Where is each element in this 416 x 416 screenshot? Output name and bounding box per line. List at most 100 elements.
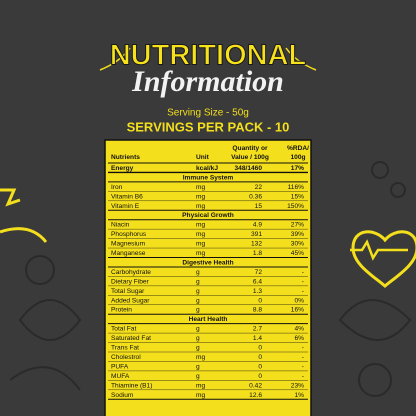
cell: 45% xyxy=(291,250,304,257)
cell: 2.7 xyxy=(253,326,262,333)
cell: mg xyxy=(196,392,205,399)
cell: Trans Fat xyxy=(111,345,139,352)
cell: Dietary Fiber xyxy=(111,278,150,285)
wheat xyxy=(99,47,317,71)
serving-size: Serving Size - 50g xyxy=(167,108,249,119)
cell: Vitamin B6 xyxy=(111,193,143,200)
table-panel xyxy=(104,139,312,416)
cell: 348/1460 xyxy=(234,165,262,172)
cell: Magnesium xyxy=(111,241,146,248)
cell: MUFA xyxy=(111,373,130,380)
pulse-line xyxy=(350,239,408,261)
cell: - xyxy=(302,288,304,295)
cell: 0 xyxy=(258,363,262,370)
cell: mg xyxy=(196,231,205,238)
cell: 391 xyxy=(251,231,262,238)
cell: 72 xyxy=(255,269,263,276)
cell: 39% xyxy=(291,231,304,238)
subtitle: Information xyxy=(131,65,284,98)
cell: mg xyxy=(196,250,205,257)
cell: 150% xyxy=(287,203,304,210)
cell: - xyxy=(302,363,304,370)
cell: 16% xyxy=(291,307,304,314)
cell: PUFA xyxy=(111,363,129,370)
cell: g xyxy=(196,335,200,342)
cell: g xyxy=(196,278,200,285)
cell: 116% xyxy=(288,184,305,191)
cell: 0 xyxy=(258,345,262,352)
decor-right xyxy=(338,161,412,397)
cell: 15 xyxy=(255,203,263,210)
cell: 4.9 xyxy=(253,222,262,229)
cell: mg xyxy=(196,203,205,210)
cell: 0 xyxy=(258,354,262,361)
cell: - xyxy=(302,373,304,380)
cell: 1% xyxy=(294,392,304,399)
title: NUTRITIONAL xyxy=(110,40,307,72)
icon-left-arc xyxy=(0,227,48,243)
cell: mg xyxy=(196,382,205,389)
cell: 30% xyxy=(291,241,304,248)
cell: 0 xyxy=(258,297,262,304)
section-title: Immune System xyxy=(183,174,234,181)
cell: Iron xyxy=(111,184,123,191)
cell: - xyxy=(302,354,304,361)
cell: kcal/kJ xyxy=(196,165,218,172)
cell: 8.8 xyxy=(253,307,262,314)
cell: - xyxy=(302,269,304,276)
servings-per-pack: SERVINGS PER PACK - 10 xyxy=(127,119,290,134)
cell: 1.4 xyxy=(253,335,262,342)
cell: 0 xyxy=(258,373,262,380)
cell: g xyxy=(196,363,200,370)
cell: g xyxy=(196,373,200,380)
section-title: Heart Health xyxy=(189,316,228,323)
cell: Saturated Fat xyxy=(111,335,151,342)
heart-icon xyxy=(351,230,416,288)
column-header: %RDA/ xyxy=(287,145,309,152)
cell: g xyxy=(196,288,200,295)
cell: Phosphorus xyxy=(111,231,147,238)
cell: g xyxy=(196,345,200,352)
cell: Sodium xyxy=(111,392,134,399)
cell: 132 xyxy=(251,241,262,248)
cell: g xyxy=(196,297,200,304)
cell: 15% xyxy=(291,193,304,200)
cell: 0% xyxy=(294,297,304,304)
section-title: Digestive Health xyxy=(182,259,233,266)
cell: 6% xyxy=(294,335,304,342)
cell: 17% xyxy=(291,165,304,172)
cell: g xyxy=(196,269,200,276)
cell: Vitamin E xyxy=(111,203,140,210)
cell: g xyxy=(196,326,200,333)
cell: 23% xyxy=(291,382,304,389)
column-header: Unit xyxy=(196,154,210,161)
cell: 27% xyxy=(291,222,304,229)
cell: Manganese xyxy=(111,250,146,257)
cell: 12.6 xyxy=(249,392,262,399)
cell: Thiamine (B1) xyxy=(111,382,152,389)
cell: mg xyxy=(196,241,205,248)
cell: 0.36 xyxy=(249,193,262,200)
cell: - xyxy=(302,278,304,285)
cell: Cholestrol xyxy=(111,354,141,361)
cell: 6.4 xyxy=(253,278,262,285)
column-header: Value / 100g xyxy=(231,154,269,161)
icon-left xyxy=(0,188,21,207)
cell: mg xyxy=(196,184,205,191)
column-header: Nutrients xyxy=(111,154,140,161)
cell: Total Fat xyxy=(111,326,136,333)
cell: Energy xyxy=(111,165,134,172)
cell: - xyxy=(302,345,304,352)
cell: Niacin xyxy=(111,222,130,229)
cell: mg xyxy=(196,193,205,200)
cell: Carbohydrate xyxy=(111,269,151,276)
cell: mg xyxy=(196,354,205,361)
cell: 0.42 xyxy=(249,382,262,389)
cell: g xyxy=(196,307,200,314)
cell: 1.8 xyxy=(253,250,262,257)
cell: Protein xyxy=(111,307,132,314)
nutrition-table: Nutrients Unit Quantity or Value / 100g %RDA… xyxy=(108,145,309,400)
cell: mg xyxy=(196,222,205,229)
